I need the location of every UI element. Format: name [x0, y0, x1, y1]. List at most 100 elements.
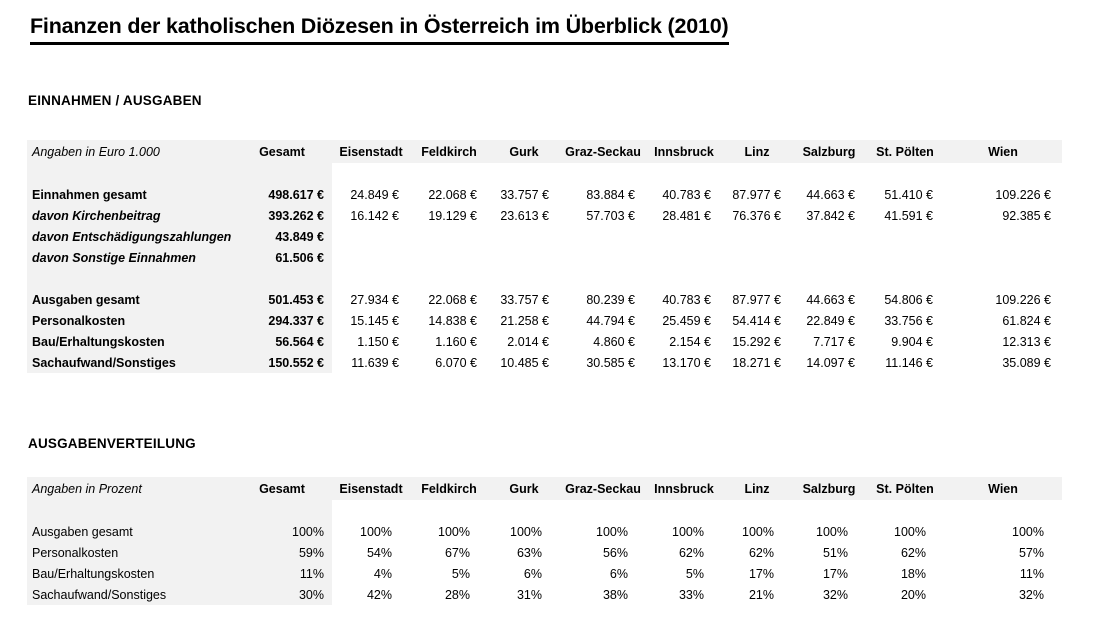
value-cell: 100%	[894, 524, 926, 539]
value-cell: 20%	[900, 587, 926, 602]
column-header: Eisenstadt	[332, 477, 410, 500]
value-cell: 35.089 €	[1002, 355, 1051, 370]
einnahmen-ausgaben-table: Angaben in Euro 1.000 Gesamt Eisenstadt Fe…	[27, 140, 1062, 373]
value-cell: 59%	[232, 542, 332, 563]
value-cell: 4%	[373, 566, 392, 581]
value-cell: 28.481 €	[662, 208, 711, 223]
value-cell: 23.613 €	[500, 208, 549, 223]
value-cell: 67%	[444, 545, 470, 560]
table-row: Sachaufwand/Sonstiges 150.552 € 11.639 € 6.…	[27, 352, 1062, 373]
table-row: davon Entschädigungszahlungen 43.849 €	[27, 226, 1062, 247]
column-header: Linz	[722, 140, 792, 163]
column-header: Eisenstadt	[332, 140, 410, 163]
section-heading-einnahmen-ausgaben: EINNAHMEN / AUSGABEN	[28, 93, 202, 108]
row-label: Ausgaben gesamt	[27, 521, 232, 542]
value-cell: 18.271 €	[732, 355, 781, 370]
value-cell: 12.313 €	[1002, 334, 1051, 349]
row-label	[27, 500, 232, 521]
value-cell: 4.860 €	[593, 334, 635, 349]
section-heading-ausgabenverteilung: AUSGABENVERTEILUNG	[28, 436, 196, 451]
ausgabenverteilung-table: Angaben in Prozent Gesamt Eisenstadt Feldk…	[27, 477, 1062, 605]
value-cell: 32%	[822, 587, 848, 602]
row-label: Personalkosten	[27, 542, 232, 563]
unit-label: Angaben in Euro 1.000	[27, 140, 232, 163]
column-header: Wien	[944, 477, 1062, 500]
value-cell: 100%	[596, 524, 628, 539]
document-title: Finanzen der katholischen Diözesen in Ös…	[30, 14, 729, 45]
value-cell: 33.756 €	[884, 313, 933, 328]
value-cell: 6.070 €	[435, 355, 477, 370]
column-header: Feldkirch	[410, 140, 488, 163]
value-cell: 37.842 €	[806, 208, 855, 223]
value-cell: 33%	[678, 587, 704, 602]
value-cell: 15.292 €	[732, 334, 781, 349]
row-label: davon Entschädigungszahlungen	[27, 226, 232, 247]
column-header: Innsbruck	[646, 140, 722, 163]
value-cell: 109.226 €	[995, 187, 1051, 202]
column-header: Gesamt	[232, 140, 332, 163]
value-cell: 40.783 €	[662, 292, 711, 307]
value-cell: 56%	[602, 545, 628, 560]
table-row: davon Sonstige Einnahmen 61.506 €	[27, 247, 1062, 268]
row-label: Bau/Erhaltungskosten	[27, 331, 232, 352]
value-cell: 83.884 €	[586, 187, 635, 202]
value-cell: 87.977 €	[732, 187, 781, 202]
table-header-row: Angaben in Euro 1.000 Gesamt Eisenstadt Fe…	[27, 140, 1062, 163]
row-label	[27, 268, 232, 289]
row-label: davon Sonstige Einnahmen	[27, 247, 232, 268]
value-cell: 393.262 €	[232, 205, 332, 226]
value-cell: 100%	[510, 524, 542, 539]
table-row: Personalkosten 59% 54% 67% 63% 56% 62% 62% 51% 62…	[27, 542, 1062, 563]
value-cell: 54.806 €	[884, 292, 933, 307]
value-cell: 1.150 €	[357, 334, 399, 349]
spacer-row	[27, 268, 1062, 289]
value-cell: 25.459 €	[662, 313, 711, 328]
value-cell: 31%	[516, 587, 542, 602]
value-cell: 14.838 €	[428, 313, 477, 328]
value-cell: 61.506 €	[232, 247, 332, 268]
value-cell: 30.585 €	[586, 355, 635, 370]
value-cell: 15.145 €	[350, 313, 399, 328]
value-cell: 56.564 €	[232, 331, 332, 352]
spacer-row	[27, 163, 1062, 184]
row-label: Bau/Erhaltungskosten	[27, 563, 232, 584]
value-cell: 17%	[822, 566, 848, 581]
table-row: Bau/Erhaltungskosten 11% 4% 5% 6% 6% 5% 17% 17% 1…	[27, 563, 1062, 584]
value-cell: 100%	[360, 524, 392, 539]
value-cell: 100%	[1012, 524, 1044, 539]
value-cell: 17%	[748, 566, 774, 581]
value-cell: 13.170 €	[662, 355, 711, 370]
column-header: Gesamt	[232, 477, 332, 500]
column-header: Feldkirch	[410, 477, 488, 500]
value-cell: 11.639 €	[351, 355, 399, 370]
value-cell: 22.849 €	[806, 313, 855, 328]
value-cell: 7.717 €	[813, 334, 855, 349]
table-row: Ausgaben gesamt 501.453 € 27.934 € 22.068 €…	[27, 289, 1062, 310]
value-cell: 2.014 €	[507, 334, 549, 349]
value-cell: 54%	[366, 545, 392, 560]
value-cell: 51.410 €	[884, 187, 933, 202]
value-cell: 294.337 €	[232, 310, 332, 331]
value-cell: 6%	[609, 566, 628, 581]
column-header: Innsbruck	[646, 477, 722, 500]
row-label	[27, 163, 232, 184]
value-cell: 18%	[900, 566, 926, 581]
value-cell: 100%	[816, 524, 848, 539]
value-cell: 11%	[1019, 566, 1044, 581]
value-cell: 100%	[438, 524, 470, 539]
value-cell: 11.146 €	[885, 355, 933, 370]
value-cell: 5%	[451, 566, 470, 581]
column-header: St. Pölten	[866, 140, 944, 163]
value-cell: 43.849 €	[232, 226, 332, 247]
value-cell: 109.226 €	[995, 292, 1051, 307]
column-header: St. Pölten	[866, 477, 944, 500]
value-cell: 100%	[672, 524, 704, 539]
value-cell: 28%	[444, 587, 470, 602]
value-cell	[232, 268, 332, 289]
value-cell: 1.160 €	[435, 334, 477, 349]
value-cell: 41.591 €	[884, 208, 933, 223]
value-cell	[232, 500, 332, 521]
value-cell: 32%	[1018, 587, 1044, 602]
column-header: Salzburg	[792, 477, 866, 500]
